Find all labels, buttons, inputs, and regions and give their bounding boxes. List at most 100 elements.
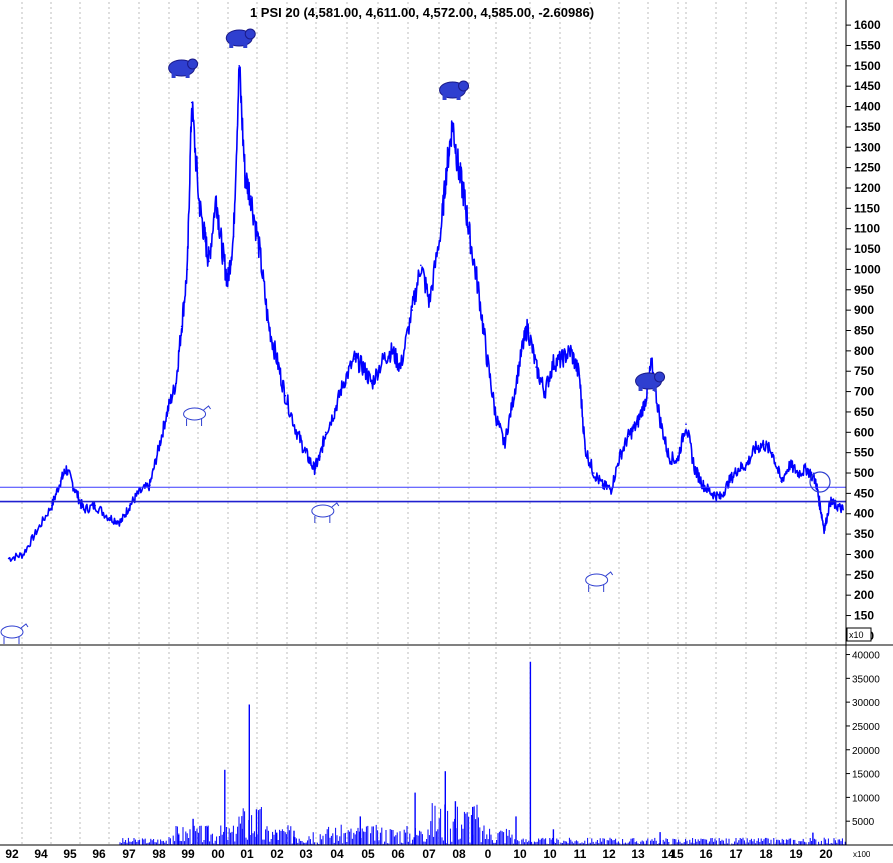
price-point — [578, 374, 581, 377]
x-tick-label: 15 — [670, 847, 684, 861]
x-tick-label: 02 — [270, 847, 284, 861]
price-point — [610, 488, 612, 491]
price-point — [719, 496, 722, 499]
price-point — [463, 195, 465, 197]
price-multiplier-box — [846, 627, 872, 642]
bear-market-icon — [225, 28, 256, 48]
market-phase-markers — [0, 28, 831, 644]
x-tick-label: 19 — [789, 847, 803, 861]
price-point — [495, 415, 497, 417]
price-point — [711, 492, 713, 495]
price-point — [797, 472, 800, 474]
bull-market-icon — [0, 623, 29, 644]
price-point — [180, 325, 183, 328]
price-point — [108, 517, 111, 519]
price-tick-label: 450 — [854, 486, 874, 500]
price-tick-label: 1350 — [854, 120, 881, 134]
price-tick-label: 1450 — [854, 79, 881, 93]
price-tick-label: 650 — [854, 405, 874, 419]
price-point — [636, 423, 638, 426]
price-tick-label: 1000 — [854, 262, 881, 276]
x-tick-label: 20 — [819, 847, 833, 861]
price-tick-label: 250 — [854, 568, 874, 582]
price-point — [469, 236, 471, 238]
price-point — [780, 480, 782, 483]
volume-tick-label: 5000 — [852, 817, 875, 828]
vertical-grid-lines — [21, 2, 837, 845]
price-point — [552, 362, 555, 364]
price-point — [737, 468, 739, 470]
price-point — [667, 455, 670, 458]
price-point — [149, 484, 151, 487]
price-tick-label: 1500 — [854, 59, 881, 73]
price-point — [763, 443, 765, 446]
x-tick-label: 14 — [661, 847, 675, 861]
price-tick-label: 550 — [854, 446, 874, 460]
price-point — [186, 268, 189, 271]
price-tick-label: 900 — [854, 303, 874, 317]
x-tick-label: 08 — [452, 847, 466, 861]
price-point — [835, 504, 837, 507]
price-point — [353, 358, 356, 360]
price-point — [627, 435, 630, 438]
price-point — [208, 260, 210, 263]
volume-tick-label: 30000 — [852, 698, 880, 709]
bear-market-icon — [168, 58, 199, 78]
price-tick-label: 950 — [854, 283, 874, 297]
volume-bars — [119, 661, 846, 845]
price-point — [244, 175, 246, 177]
price-point — [477, 289, 480, 291]
price-point — [520, 350, 523, 352]
price-tick-label: 800 — [854, 344, 874, 358]
price-point — [399, 366, 402, 368]
price-point — [175, 382, 177, 385]
price-point — [51, 504, 53, 507]
price-tick-label: 300 — [854, 548, 874, 562]
volume-tick-label: 20000 — [852, 746, 880, 757]
price-tick-label: 500 — [854, 466, 874, 480]
price-point — [535, 366, 537, 368]
price-point — [644, 398, 647, 401]
price-point — [238, 65, 240, 67]
x-tick-label: 96 — [92, 847, 106, 861]
price-tick-label: 400 — [854, 507, 874, 521]
price-point — [198, 199, 200, 201]
price-point — [232, 236, 235, 238]
price-point — [486, 358, 488, 360]
price-tick-label: 1200 — [854, 181, 881, 195]
x-tick-label: 99 — [181, 847, 195, 861]
price-tick-label: 350 — [854, 527, 874, 541]
price-tick-label: 1100 — [854, 222, 880, 236]
price-point — [451, 122, 454, 124]
x-tick-label: 04 — [330, 847, 344, 861]
x-tick-label: 18 — [759, 847, 773, 861]
price-tick-label: 1400 — [854, 100, 881, 114]
price-tick-label: 200 — [854, 588, 874, 602]
price-point — [526, 325, 529, 328]
x-tick-label: 00 — [211, 847, 225, 861]
price-point — [128, 504, 131, 507]
price-tick-label: 1300 — [854, 140, 881, 154]
price-point — [512, 398, 514, 401]
x-tick-label: 10 — [543, 847, 557, 861]
price-point — [371, 382, 373, 385]
time-axis-ticks: 92 94 95 96 97 98 99 00 01 02 03 04 05 06 07 08 0 10 10 11 1… — [5, 847, 833, 861]
price-point — [382, 358, 385, 360]
price-point — [319, 455, 321, 458]
x-tick-label: 01 — [240, 847, 254, 861]
price-point — [59, 480, 62, 483]
price-point — [258, 248, 261, 250]
price-multiplier-label: x10 — [849, 630, 864, 640]
price-point — [65, 468, 68, 470]
price-tick-label: 1050 — [854, 242, 881, 256]
price-point — [313, 468, 316, 470]
price-point — [601, 484, 604, 487]
price-point — [593, 472, 595, 474]
volume-tick-label: 10000 — [852, 793, 880, 804]
price-tick-label: 150 — [854, 609, 874, 623]
x-tick-label: 92 — [5, 847, 19, 861]
price-point — [771, 451, 774, 454]
price-point — [362, 366, 365, 368]
